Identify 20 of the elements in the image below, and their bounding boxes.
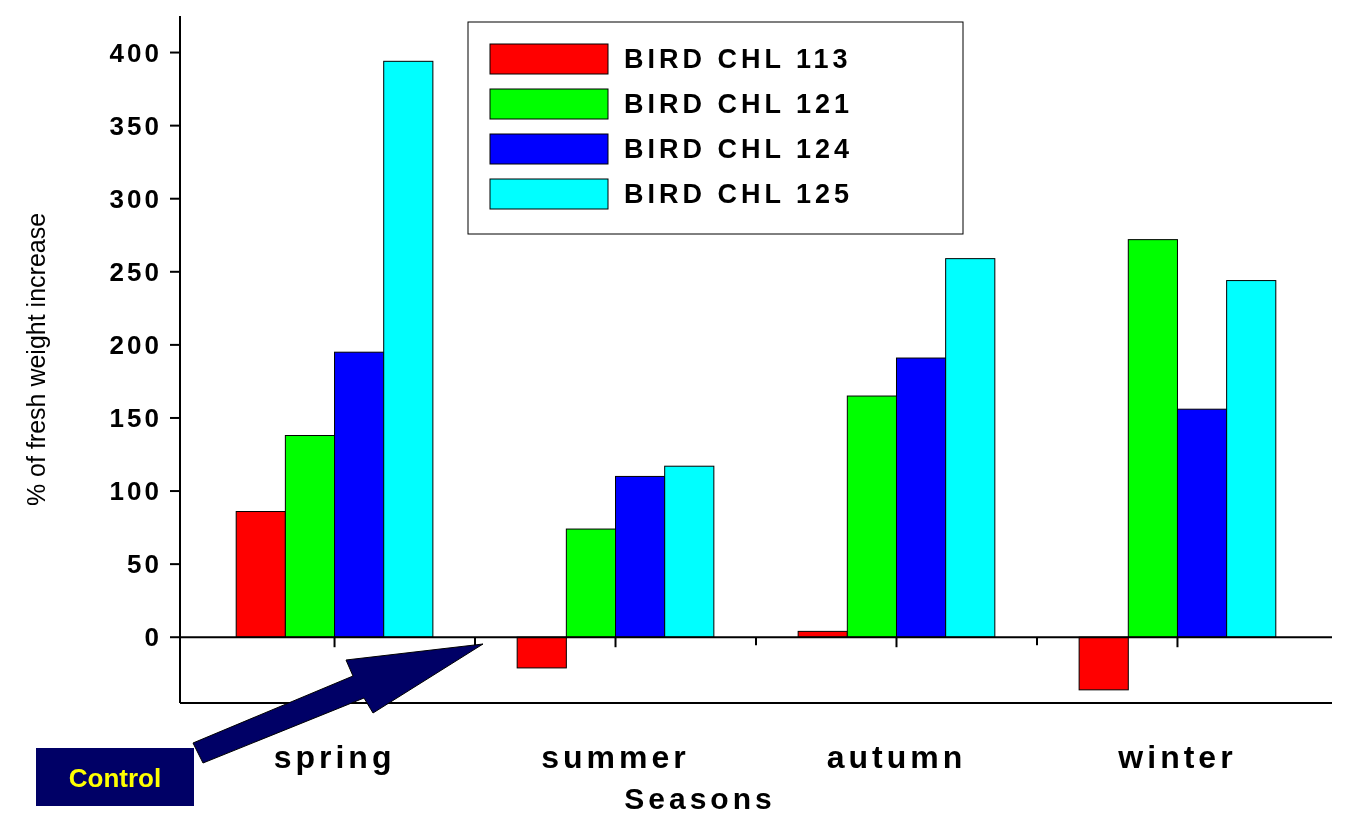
y-tick-label: 50 xyxy=(127,549,162,580)
y-tick-label: 150 xyxy=(109,403,162,434)
legend-label: BIRD CHL 121 xyxy=(624,89,854,120)
y-tick-label: 350 xyxy=(109,110,162,141)
y-tick-label: 0 xyxy=(144,622,162,653)
legend-label: BIRD CHL 124 xyxy=(624,134,854,165)
y-axis-title: % of fresh weight increase xyxy=(21,212,50,507)
text: Control xyxy=(68,763,162,794)
y-tick-label: 100 xyxy=(109,476,162,507)
x-axis-title: Seasons xyxy=(624,782,776,815)
y-tick-label: 200 xyxy=(109,329,162,360)
y-tick-label: 250 xyxy=(109,256,162,287)
legend-label: BIRD CHL 125 xyxy=(624,179,854,210)
x-tick-label: autumn xyxy=(826,739,967,775)
x-tick-label: spring xyxy=(273,739,396,775)
x-tick-label: summer xyxy=(541,739,690,775)
y-tick-label: 400 xyxy=(109,37,162,68)
x-tick-label: winter xyxy=(1117,739,1237,775)
legend-label: BIRD CHL 113 xyxy=(624,44,852,75)
y-tick-label: 300 xyxy=(109,183,162,214)
